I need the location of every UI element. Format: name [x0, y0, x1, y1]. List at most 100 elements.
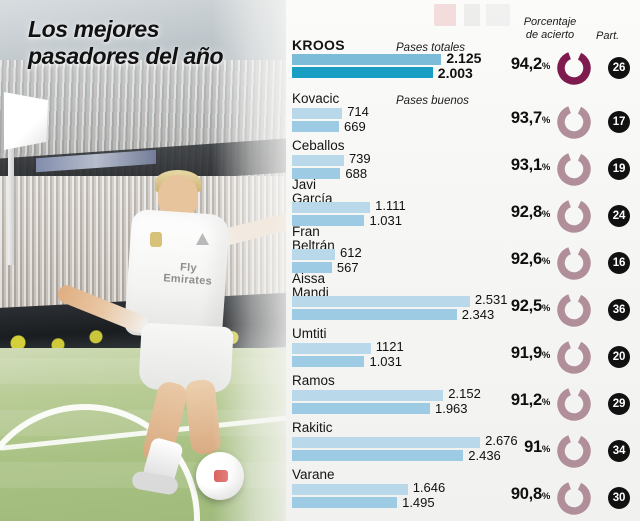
- player-name: Ramos: [292, 373, 335, 388]
- value-total-passes: 739: [348, 151, 371, 166]
- player-name: Kovacic: [292, 91, 340, 106]
- accuracy-donut-icon: [556, 386, 592, 422]
- participations-badge: 19: [608, 158, 630, 180]
- bar-group: [292, 484, 408, 510]
- photo-corner-flag: [4, 92, 48, 150]
- participations-badge: 20: [608, 346, 630, 368]
- value-good-passes: 1.495: [402, 495, 435, 510]
- value-good-passes: 669: [344, 119, 366, 134]
- accuracy-donut-icon: [556, 104, 592, 140]
- bar-group: [292, 390, 444, 416]
- bar-group: [292, 437, 481, 463]
- photo-shirt-sponsor: Fly Emirates: [162, 261, 213, 288]
- accuracy-donut-icon: [556, 292, 592, 328]
- bar-good-passes: [292, 403, 430, 414]
- value-good-passes: 1.031: [369, 213, 403, 228]
- page-title: Los mejores pasadores del año: [28, 16, 278, 70]
- participations-badge: 34: [608, 440, 630, 462]
- bar-total-passes: [292, 484, 408, 495]
- header-percentage-line-1: Porcentaje: [523, 16, 577, 28]
- bar-good-passes: [292, 262, 332, 273]
- value-total-passes: 2.125: [446, 50, 482, 66]
- value-total-passes: 2.152: [448, 386, 481, 401]
- bar-good-passes: [292, 309, 457, 320]
- value-total-passes: 1.646: [412, 480, 446, 495]
- bar-good-passes: [292, 497, 398, 508]
- accuracy-percentage: 93,1%: [510, 156, 550, 174]
- value-good-passes: 2.436: [468, 448, 501, 463]
- photo-flag-pole: [8, 95, 14, 265]
- value-total-passes: 714: [347, 104, 369, 119]
- participations-badge: 29: [608, 393, 630, 415]
- accuracy-donut-icon: [556, 245, 592, 281]
- title-line-2: pasadores del año: [28, 43, 224, 69]
- percent-symbol: %: [541, 256, 550, 267]
- accuracy-donut-icon: [556, 339, 592, 375]
- percent-symbol: %: [541, 61, 550, 72]
- accuracy-donut-icon: [556, 480, 592, 516]
- bar-total-passes: [292, 390, 444, 401]
- accuracy-percentage: 93,7%: [510, 109, 550, 127]
- accuracy-donut-icon: [556, 151, 592, 187]
- photo-club-badge: [150, 232, 162, 247]
- participations-badge: 17: [608, 111, 630, 133]
- participations-badge: 30: [608, 487, 630, 509]
- bar-total-passes: [292, 343, 371, 354]
- percent-symbol: %: [541, 209, 550, 220]
- accuracy-percentage: 90,8%: [510, 485, 550, 503]
- accuracy-donut-icon: [556, 198, 592, 234]
- value-good-passes: 1.031: [369, 354, 403, 369]
- participations-badge: 24: [608, 205, 630, 227]
- percent-symbol: %: [541, 397, 550, 408]
- photo-fade-overlay: [212, 0, 300, 521]
- player-name: KROOS: [292, 37, 345, 53]
- player-name: Rakitic: [292, 420, 333, 435]
- accuracy-percentage: 91,9%: [510, 344, 550, 362]
- accuracy-percentage: 91%: [524, 438, 550, 456]
- value-good-passes: 2.003: [437, 65, 473, 81]
- percent-symbol: %: [541, 162, 550, 173]
- bar-good-passes: [292, 168, 341, 179]
- bar-good-passes: [292, 356, 365, 367]
- participations-badge: 26: [608, 57, 630, 79]
- value-good-passes: 2.343: [461, 307, 495, 322]
- title-line-1: Los mejores: [28, 16, 160, 42]
- bar-group: [292, 54, 442, 80]
- bar-group: [292, 249, 336, 275]
- player-photo: Fly Emirates 8: [0, 0, 300, 521]
- bar-good-passes: [292, 215, 365, 226]
- value-total-passes: 612: [340, 245, 362, 260]
- bar-total-passes: [292, 249, 336, 260]
- bar-group: [292, 155, 344, 181]
- bar-total-passes: [292, 296, 470, 307]
- bar-group: [292, 108, 343, 134]
- player-name: Varane: [292, 467, 335, 482]
- watermark-logo: [434, 4, 510, 26]
- header-percentage: Porcentaje de acierto: [508, 16, 592, 42]
- bar-total-passes: [292, 108, 343, 119]
- value-total-passes: 2.676: [485, 433, 518, 448]
- bar-good-passes: [292, 450, 464, 461]
- player-name: Umtiti: [292, 326, 327, 341]
- value-good-passes: 688: [345, 166, 368, 181]
- percent-symbol: %: [541, 491, 550, 502]
- bar-total-passes: [292, 54, 442, 65]
- accuracy-percentage: 92,5%: [510, 297, 550, 315]
- value-total-passes: 1121: [375, 339, 404, 354]
- participations-badge: 16: [608, 252, 630, 274]
- value-total-passes: 2.531: [474, 292, 508, 307]
- legend-total-passes: Pases totales: [396, 42, 466, 54]
- accuracy-percentage: 92,6%: [510, 250, 550, 268]
- bar-group: [292, 343, 371, 369]
- percent-symbol: %: [541, 444, 550, 455]
- bar-good-passes: [292, 67, 433, 78]
- value-total-passes: 1.111: [375, 198, 406, 213]
- player-name: Ceballos: [292, 138, 345, 153]
- value-good-passes: 1.963: [434, 401, 468, 416]
- accuracy-percentage: 94,2%: [510, 55, 550, 73]
- bar-group: [292, 202, 371, 228]
- value-good-passes: 567: [336, 260, 359, 275]
- data-panel: [286, 0, 640, 521]
- accuracy-percentage: 92,8%: [510, 203, 550, 221]
